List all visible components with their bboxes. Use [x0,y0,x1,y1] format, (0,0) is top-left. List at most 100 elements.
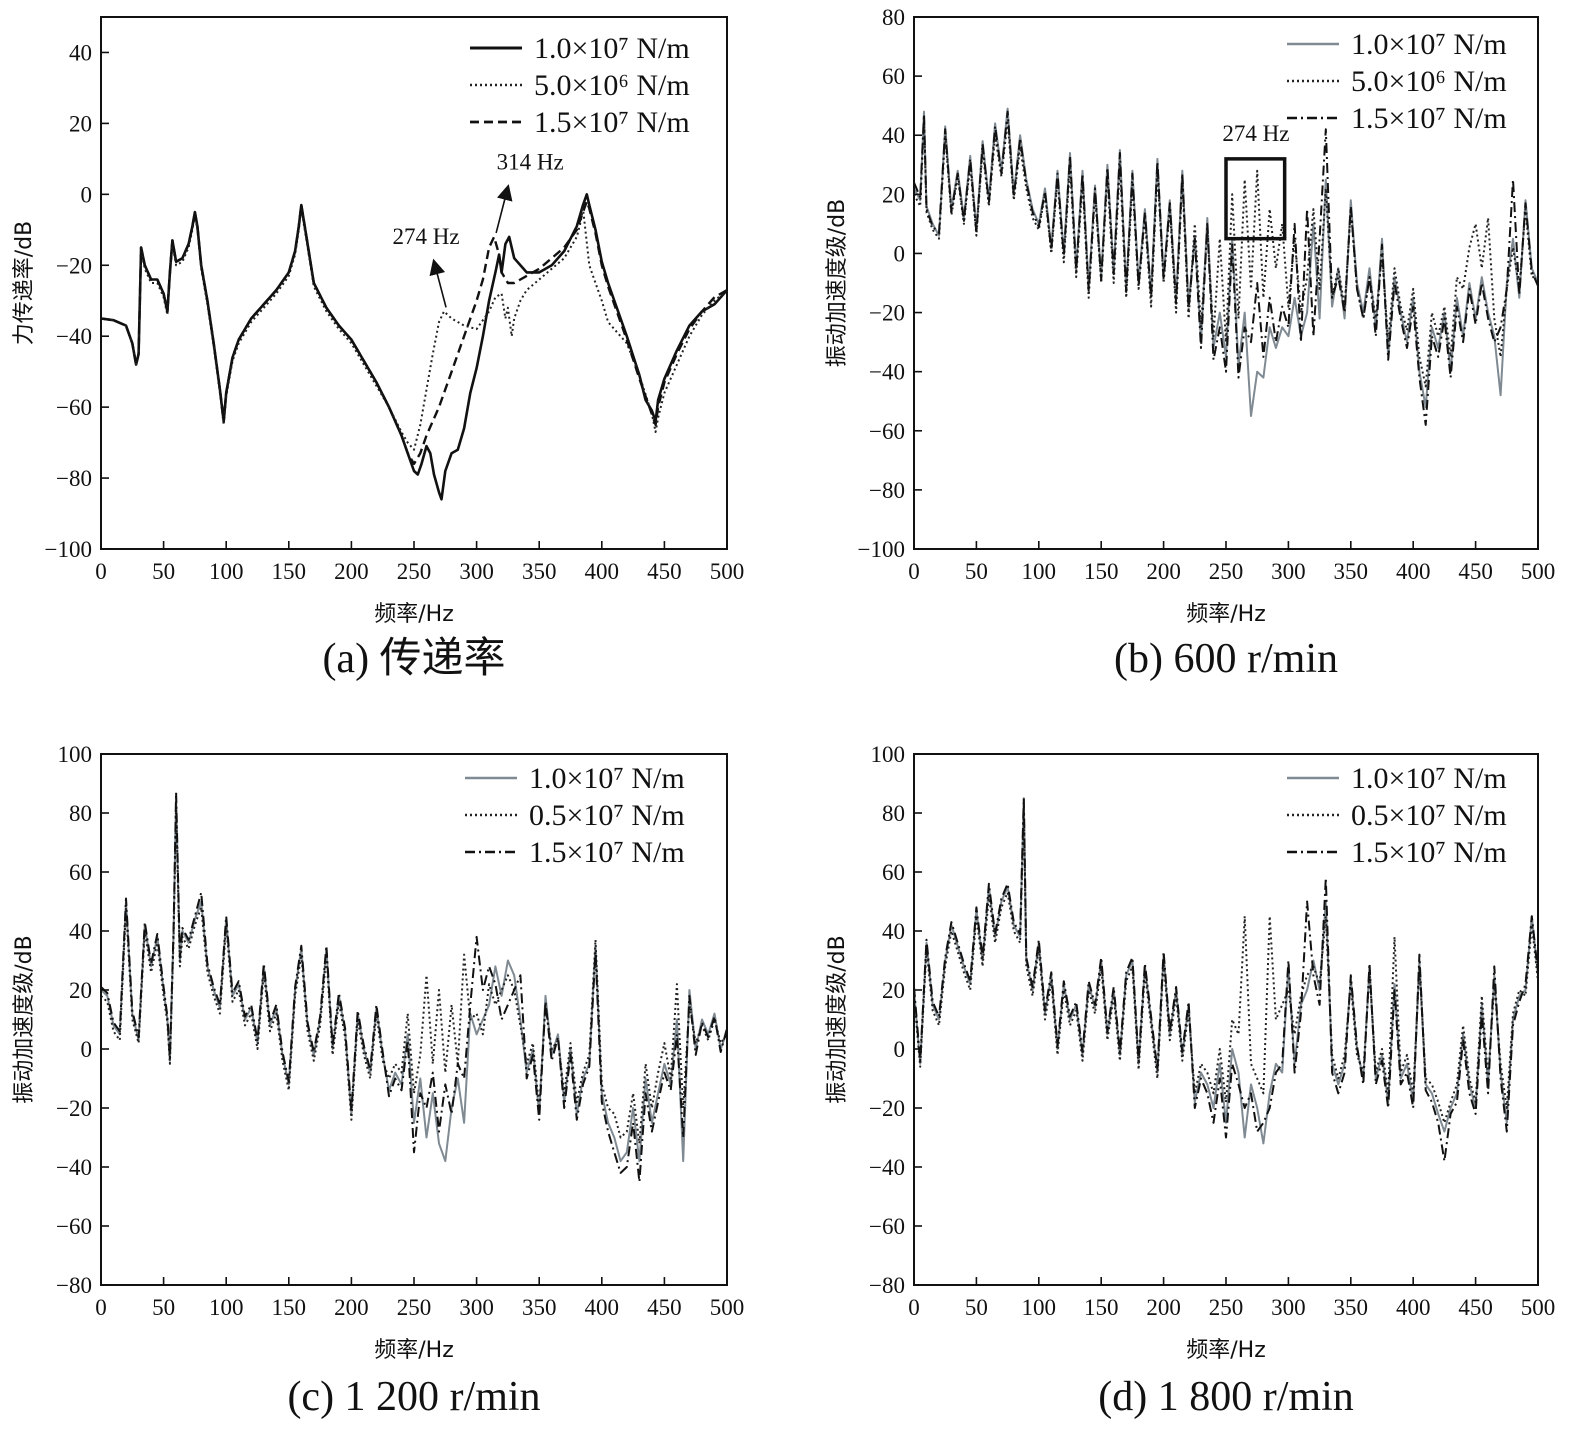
x-tick-label: 150 [272,559,307,584]
legend-entry: 5.0×10⁶ N/m [1351,65,1507,98]
y-tick-label: −60 [869,419,905,444]
x-tick-label: 100 [209,559,244,584]
series-line-a-2 [101,200,727,466]
x-tick-label: 500 [710,1295,745,1320]
y-tick-label: 100 [871,742,906,767]
legend-entry: 1.0×10⁷ N/m [1351,28,1507,61]
x-axis-label: 频率/Hz [1186,1338,1266,1363]
x-tick-label: 350 [522,1295,557,1320]
panel-caption: (b) 600 r/min [1114,636,1338,682]
panel-caption: (c) 1 200 r/min [287,1374,540,1420]
y-tick-label: 80 [882,801,905,826]
y-tick-label: 20 [69,111,92,136]
y-tick-label: −100 [858,537,905,562]
y-tick-label: −60 [56,395,92,420]
y-tick-label: 0 [81,182,93,207]
x-axis-label: 频率/Hz [374,1338,454,1363]
y-tick-label: 0 [894,1037,906,1062]
y-axis-label: 力传递率/dB [12,221,37,345]
x-tick-label: 150 [1084,559,1119,584]
x-tick-label: 450 [1458,559,1493,584]
y-tick-label: −20 [56,253,92,278]
y-tick-label: 40 [69,919,92,944]
x-tick-label: 400 [585,559,620,584]
legend-entry: 0.5×10⁷ N/m [1351,799,1507,832]
y-axis-label: 振动加速度级/dB [825,199,850,367]
x-tick-label: 100 [1022,559,1057,584]
legend-entry: 5.0×10⁶ N/m [534,69,690,102]
y-tick-label: 60 [69,860,92,885]
annotation-label: 274 Hz [393,224,460,249]
series-line-c-1 [101,806,727,1145]
legend-entry: 1.5×10⁷ N/m [1351,836,1507,869]
series-line-c-2 [101,791,727,1183]
plot-frame-d [913,753,1539,1286]
panel-caption: (d) 1 800 r/min [1098,1374,1353,1420]
y-axis-label: 振动加速度级/dB [825,935,850,1103]
x-tick-label: 100 [1022,1295,1057,1320]
series-line-d-1 [914,806,1538,1124]
y-tick-label: 40 [69,40,92,65]
annotation-arrow [429,258,447,308]
annotation-label: 314 Hz [497,150,564,175]
series-line-a-1 [101,207,727,451]
highlight-box [1224,157,1287,241]
x-tick-label: 350 [1334,1295,1369,1320]
x-tick-label: 250 [1209,559,1244,584]
chart-panel-c: 0 50 100 150 200 250 300 350 400 450 500−80−60−40−… [12,742,744,1420]
chart-panel-a: 0 50 100 150 200 250 300 350 400 450 500−100−80−60… [12,16,745,682]
y-tick-label: −80 [56,1273,92,1298]
x-tick-label: 250 [397,1295,432,1320]
y-tick-label: 80 [69,801,92,826]
y-tick-label: 60 [882,64,905,89]
y-tick-label: −60 [56,1214,92,1239]
x-tick-label: 500 [1521,1295,1556,1320]
x-tick-label: 350 [522,559,557,584]
x-tick-label: 450 [647,1295,682,1320]
chart-panel-b: 0 50 100 150 200 250 300 350 400 450 500−100−80−60… [825,5,1555,682]
annotation-arrow [495,184,513,234]
panel-caption: (a) 传递率 [322,635,505,682]
annotation-label: 274 Hz [1222,121,1289,146]
x-tick-label: 0 [908,1295,920,1320]
x-tick-label: 400 [585,1295,620,1320]
y-tick-label: 40 [882,123,905,148]
y-tick-label: −40 [56,1155,92,1180]
y-tick-label: 20 [882,978,905,1003]
y-tick-label: −100 [45,537,92,562]
series-line-d-2 [914,797,1538,1163]
y-tick-label: −60 [869,1214,905,1239]
x-tick-label: 400 [1396,1295,1431,1320]
chart-panel-d: 0 50 100 150 200 250 300 350 400 450 500−80−60−40−… [825,742,1555,1420]
y-tick-label: 60 [882,860,905,885]
x-tick-label: 50 [152,559,175,584]
y-tick-label: −40 [869,360,905,385]
y-tick-label: 40 [882,919,905,944]
y-tick-label: −40 [869,1155,905,1180]
y-tick-label: 20 [69,978,92,1003]
x-tick-label: 100 [209,1295,244,1320]
x-tick-label: 200 [334,1295,369,1320]
x-tick-label: 300 [1271,1295,1306,1320]
y-tick-label: −20 [56,1096,92,1121]
x-tick-label: 50 [152,1295,175,1320]
legend-entry: 1.5×10⁷ N/m [1351,102,1507,135]
x-axis-label: 频率/Hz [1186,602,1266,627]
x-tick-label: 450 [1458,1295,1493,1320]
x-tick-label: 400 [1396,559,1431,584]
legend-entry: 1.0×10⁷ N/m [1351,762,1507,795]
y-axis-label: 振动加速度级/dB [12,935,37,1103]
plot-frame-c [100,753,728,1286]
x-tick-label: 50 [965,559,988,584]
x-tick-label: 300 [459,559,494,584]
x-tick-label: 50 [965,1295,988,1320]
y-tick-label: 80 [882,5,905,30]
legend-entry: 1.5×10⁷ N/m [534,106,690,139]
x-tick-label: 200 [1146,1295,1181,1320]
legend-entry: 1.0×10⁷ N/m [534,32,690,65]
x-tick-label: 500 [1521,559,1556,584]
x-tick-label: 250 [1209,1295,1244,1320]
x-tick-label: 0 [95,1295,107,1320]
x-tick-label: 500 [710,559,745,584]
